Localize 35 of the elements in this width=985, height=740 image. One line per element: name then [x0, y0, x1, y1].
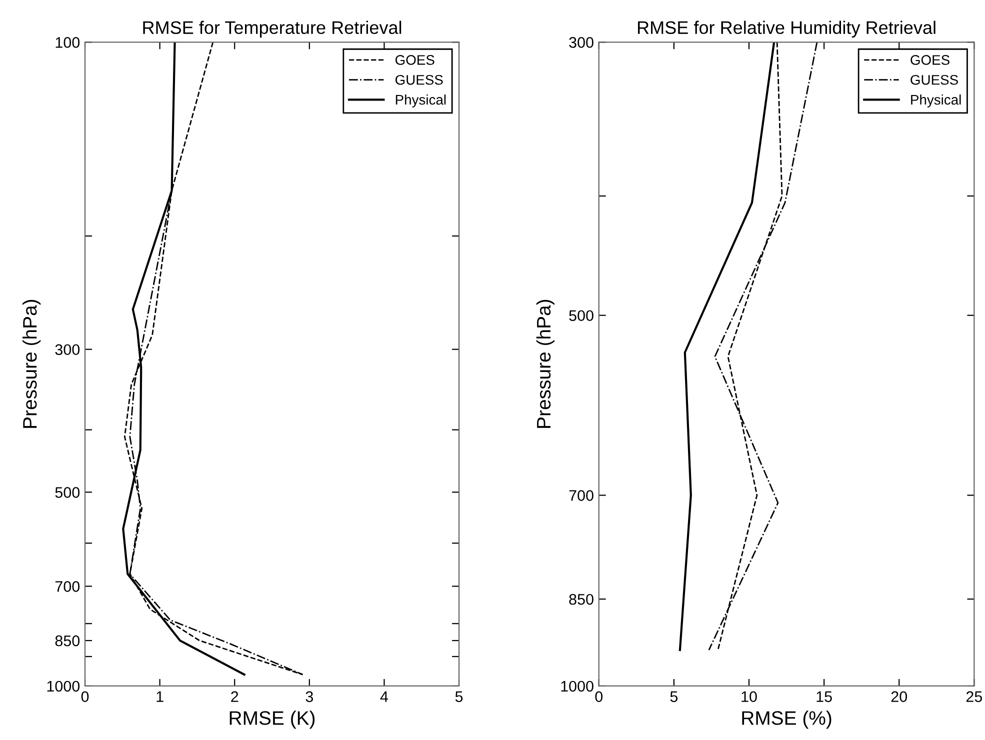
y-tick-label: 500: [569, 310, 594, 322]
y-tick-label: 300: [55, 344, 80, 356]
x-tick-label: 3: [306, 691, 313, 702]
x-axis-title: RMSE (%): [742, 710, 832, 729]
y-axis-title: Pressure (hPa): [22, 300, 41, 428]
chart-title: RMSE for Relative Humidity Retrieval: [638, 20, 936, 38]
chart-title: RMSE for Temperature Retrieval: [143, 20, 402, 38]
x-tick-label: 5: [670, 691, 678, 702]
legend-label: Physical: [396, 94, 446, 108]
y-tick-label: 700: [569, 490, 594, 501]
x-tick-label: 4: [380, 691, 388, 702]
x-tick-label: 5: [455, 691, 463, 702]
y-tick-label: 850: [569, 594, 594, 605]
legend-label: Physical: [911, 94, 961, 108]
x-tick-label: 25: [966, 691, 982, 702]
x-tick-label: 0: [81, 691, 89, 702]
x-tick-label: 15: [816, 691, 832, 702]
y-tick-label: 500: [55, 487, 80, 498]
x-tick-label: 0: [595, 691, 603, 702]
legend-label: GUESS: [910, 74, 958, 85]
x-tick-label: 1: [156, 691, 164, 702]
y-tick-label: 1000: [47, 680, 80, 692]
legend-label: GOES: [395, 55, 434, 65]
y-tick-label: 100: [56, 37, 80, 48]
y-tick-label: 300: [569, 37, 594, 48]
x-tick-label: 20: [891, 691, 908, 702]
legend-label: GOES: [910, 55, 950, 65]
x-tick-label: 2: [231, 691, 238, 702]
legend-label: GUESS: [395, 74, 443, 85]
y-axis-title: Pressure (hPa): [536, 300, 554, 428]
y-tick-label: 1000: [561, 680, 594, 692]
y-tick-label: 700: [55, 581, 80, 592]
y-tick-label: 850: [55, 635, 80, 646]
x-tick-label: 10: [742, 691, 757, 702]
x-axis-title: RMSE (K): [230, 710, 315, 729]
